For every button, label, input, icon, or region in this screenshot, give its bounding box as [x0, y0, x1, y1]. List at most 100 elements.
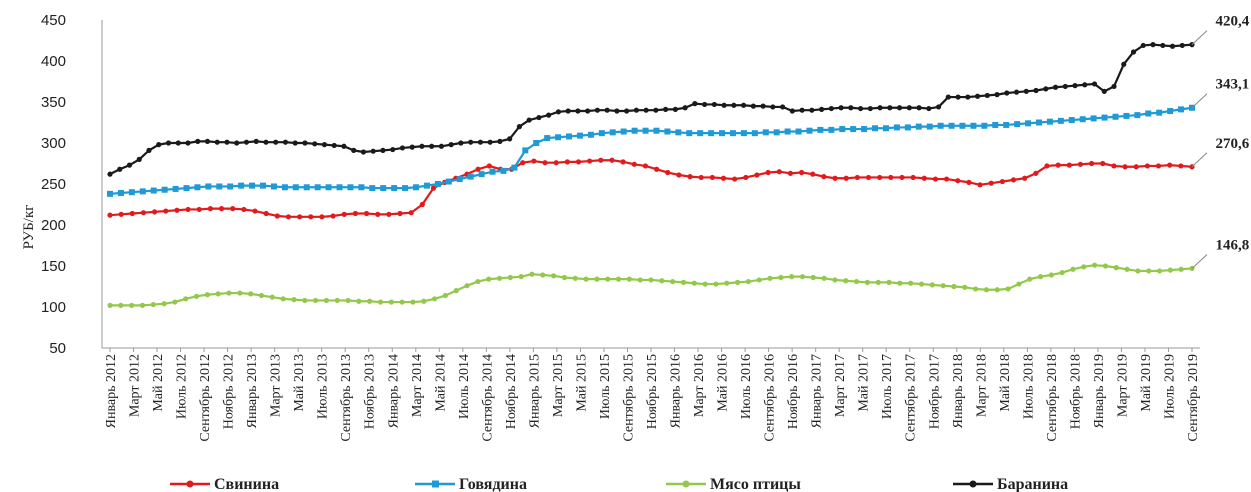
legend-label: Свинина — [214, 476, 279, 492]
data-point — [659, 278, 665, 284]
data-point — [302, 140, 308, 146]
end-value-label: 343,1 ₽ — [1215, 77, 1251, 93]
data-point — [686, 130, 693, 137]
data-point — [1135, 268, 1141, 274]
data-point — [345, 297, 351, 304]
data-point — [1101, 88, 1107, 94]
data-point — [107, 302, 113, 308]
data-point — [915, 123, 922, 130]
data-point — [1090, 115, 1097, 122]
data-point — [183, 296, 189, 302]
data-point — [839, 126, 846, 133]
data-point — [983, 287, 990, 293]
x-tick-label: Ноябрь 2018 — [1068, 354, 1083, 429]
y-tick-labels: 50 100 150 200 250 300 350 400 450 — [41, 12, 66, 357]
x-tick-label: Март 2019 — [1115, 354, 1130, 417]
data-point — [1033, 87, 1039, 94]
x-tick-label: Сентябрь 2017 — [904, 354, 919, 442]
data-point — [139, 302, 146, 308]
y-tick-label: 300 — [41, 135, 66, 152]
x-tick-label: Май 2019 — [1139, 354, 1154, 412]
data-point — [227, 183, 234, 190]
data-point — [899, 174, 905, 181]
data-point — [1066, 162, 1072, 168]
data-point — [1150, 42, 1156, 48]
data-point — [269, 294, 275, 300]
data-point — [1005, 286, 1011, 292]
data-point — [243, 139, 250, 145]
data-point — [1059, 269, 1065, 276]
data-point — [787, 170, 794, 176]
data-point — [526, 117, 532, 123]
x-tick-label: Июль 2015 — [598, 354, 613, 419]
data-point — [126, 162, 133, 168]
data-point — [1014, 121, 1021, 128]
data-point — [156, 142, 162, 148]
data-point — [185, 206, 191, 213]
x-tick-label: Сентябрь 2015 — [621, 354, 636, 442]
data-point — [358, 184, 365, 191]
data-point — [809, 107, 815, 113]
data-point — [977, 182, 983, 188]
data-point — [529, 271, 535, 277]
data-point — [1179, 42, 1185, 49]
data-point — [810, 274, 816, 281]
data-point — [663, 106, 669, 112]
data-point — [795, 128, 802, 135]
data-point — [1122, 164, 1128, 170]
data-point — [146, 147, 152, 153]
data-point — [587, 131, 594, 138]
data-point — [163, 208, 169, 214]
end-label-leader — [1191, 254, 1208, 269]
data-point — [867, 105, 873, 112]
data-point — [620, 128, 627, 135]
data-point — [486, 163, 492, 169]
data-point — [575, 108, 581, 114]
data-point — [981, 122, 988, 129]
data-point — [740, 130, 747, 137]
data-point — [1004, 90, 1010, 96]
legend-marker — [432, 480, 439, 488]
data-point — [419, 201, 425, 208]
data-point — [731, 102, 737, 108]
data-point — [1121, 61, 1127, 67]
data-point — [948, 122, 955, 129]
data-point — [531, 158, 537, 164]
data-point — [877, 174, 883, 181]
data-point — [1178, 106, 1185, 113]
data-point — [615, 276, 622, 282]
data-point — [230, 206, 236, 212]
data-point — [1025, 120, 1032, 127]
y-tick-label: 100 — [41, 299, 66, 316]
x-tick-label: Март 2018 — [974, 354, 989, 417]
data-point — [887, 105, 893, 111]
data-point — [1070, 266, 1076, 272]
y-tick-label: 250 — [41, 176, 66, 193]
data-point — [965, 94, 971, 100]
data-point — [292, 184, 299, 191]
y-tick-label: 200 — [41, 217, 66, 234]
y-tick-label: 400 — [41, 53, 66, 70]
end-value-label: 146,8 ₽ — [1215, 237, 1251, 253]
data-point — [226, 290, 232, 296]
data-point — [897, 280, 903, 286]
end-labels: 270,6 ₽ 343,1 ₽ 146,8 ₽ 420,4 ₽ — [1191, 14, 1251, 269]
data-point — [1167, 108, 1174, 115]
data-point — [475, 166, 481, 172]
data-point — [604, 107, 610, 113]
data-point — [1082, 82, 1088, 88]
data-point — [637, 277, 643, 283]
x-tick-label: Март 2015 — [551, 354, 566, 417]
data-point — [838, 105, 844, 111]
data-point — [854, 174, 860, 181]
data-point — [999, 178, 1005, 185]
x-tick-label: Ноябрь 2015 — [645, 354, 660, 429]
data-point — [224, 139, 230, 145]
data-point — [918, 281, 925, 287]
data-point — [475, 278, 481, 285]
data-point — [397, 210, 403, 217]
data-point — [605, 276, 611, 282]
data-point — [643, 107, 649, 113]
data-point — [314, 184, 321, 191]
data-point — [516, 124, 523, 130]
